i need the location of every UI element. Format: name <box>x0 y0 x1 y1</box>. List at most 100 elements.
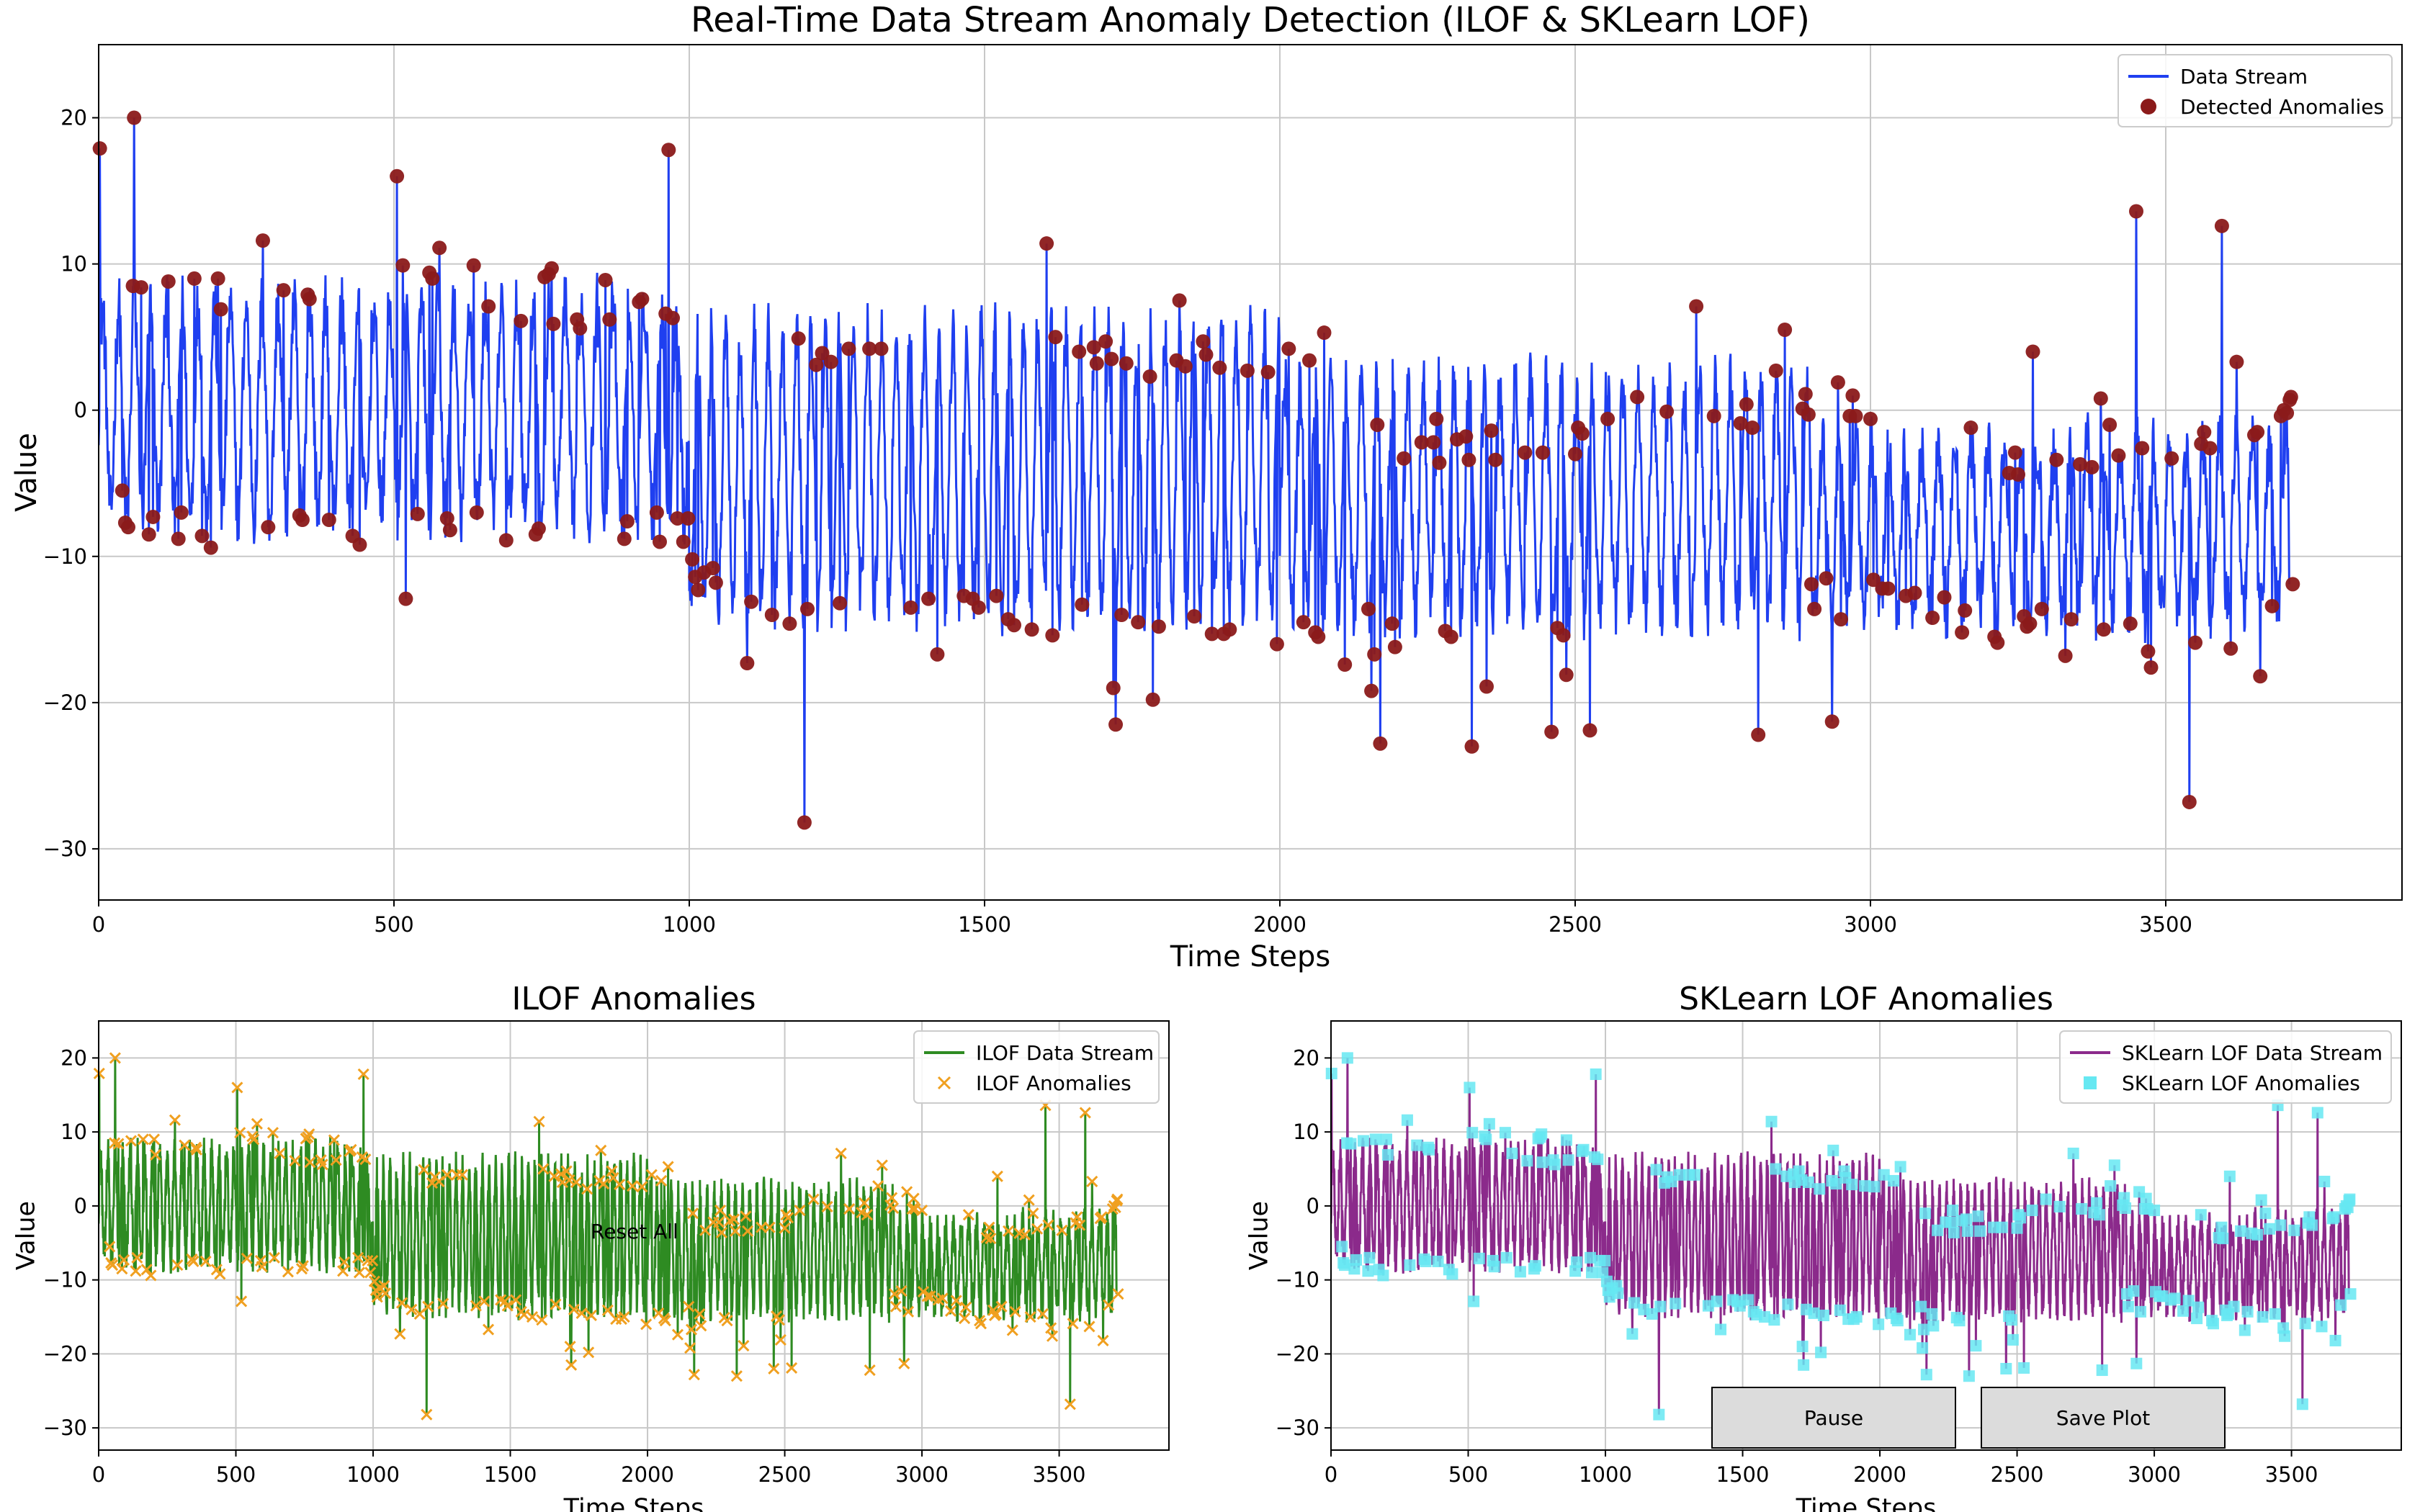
anomaly-point <box>2007 1333 2019 1346</box>
anomaly-point <box>2141 644 2156 659</box>
anomaly-point <box>394 1328 406 1340</box>
anomaly-point <box>774 1333 786 1346</box>
anomaly-point <box>1345 1138 1357 1150</box>
anomaly-point <box>670 510 685 526</box>
anomaly-point <box>1626 1328 1639 1340</box>
anomaly-point <box>255 233 270 248</box>
anomaly-point <box>1479 679 1494 694</box>
anomaly-point <box>695 1320 707 1332</box>
anomaly-point <box>2296 1398 2308 1410</box>
anomaly-point <box>763 1221 776 1233</box>
anomaly-point <box>565 1359 578 1371</box>
anomaly-point <box>715 1226 727 1238</box>
anomaly-point <box>1868 1181 1881 1193</box>
anomaly-point <box>1337 657 1353 672</box>
anomaly-point <box>112 1138 125 1150</box>
anomaly-point <box>2025 344 2040 359</box>
anomaly-point <box>1411 1139 1423 1151</box>
x-tick-label: 3500 <box>1033 1462 1086 1487</box>
anomaly-point <box>2018 1362 2030 1374</box>
anomaly-point <box>740 656 755 671</box>
anomaly-point <box>187 271 202 286</box>
legend-box <box>2118 54 2393 127</box>
anomaly-point <box>268 1251 280 1264</box>
anomaly-point <box>1733 415 1748 431</box>
anomaly-point <box>2058 648 2073 663</box>
anomaly-point <box>1972 1210 1984 1223</box>
anomaly-point <box>1654 1300 1667 1313</box>
anomaly-point <box>395 258 411 273</box>
pause-button[interactable]: Pause <box>1711 1387 1956 1449</box>
anomaly-point <box>1336 1241 1348 1253</box>
anomaly-point <box>653 534 667 549</box>
anomaly-point <box>1401 1114 1413 1126</box>
anomaly-point <box>1808 1307 1820 1319</box>
anomaly-point <box>570 1176 583 1189</box>
anomaly-point <box>2251 1228 2263 1241</box>
anomaly-point <box>815 346 830 361</box>
anomaly-point <box>2182 794 2197 809</box>
anomaly-point <box>862 341 877 356</box>
anomaly-point <box>1742 1294 1754 1306</box>
anomaly-point <box>1089 356 1104 371</box>
anomaly-point <box>302 1131 314 1143</box>
anomaly-point <box>1381 1148 1394 1161</box>
anomaly-point <box>145 509 161 524</box>
anomaly-point <box>1003 1225 1015 1237</box>
anomaly-point <box>1281 341 1296 356</box>
anomaly-point <box>2229 354 2244 369</box>
anomaly-point <box>169 1114 181 1126</box>
anomaly-point <box>1920 1369 1932 1381</box>
anomaly-point <box>514 313 529 328</box>
anomaly-point <box>691 582 706 598</box>
anomaly-point <box>352 1251 364 1264</box>
anomaly-point <box>1119 356 1134 371</box>
anomaly-point <box>694 1308 706 1320</box>
anomaly-point <box>1466 1127 1479 1139</box>
anomaly-point <box>1745 420 1760 436</box>
anomaly-point <box>1653 1408 1665 1421</box>
anomaly-point <box>2169 1292 2181 1305</box>
anomaly-point <box>179 1139 191 1151</box>
x-tick-label: 0 <box>92 912 105 937</box>
anomaly-point <box>1367 647 1382 662</box>
anomaly-point <box>2197 425 2212 440</box>
anomaly-point <box>797 815 812 830</box>
anomaly-point <box>1514 1266 1526 1278</box>
y-tick-label: −30 <box>43 1416 87 1440</box>
anomaly-point <box>121 520 135 535</box>
anomaly-point <box>1086 340 1101 355</box>
anomaly-point <box>1095 1211 1108 1223</box>
legend: Data Stream Detected Anomalies <box>2118 54 2393 127</box>
chart-title: SKLearn LOF Anomalies <box>1679 981 2053 1017</box>
anomaly-point <box>410 506 425 521</box>
reset-all-button[interactable]: Reset All <box>591 1220 678 1243</box>
anomaly-point <box>1830 375 1845 390</box>
anomaly-point <box>575 1307 588 1319</box>
anomaly-point <box>1711 1295 1723 1308</box>
anomaly-point <box>676 534 691 549</box>
anomaly-point <box>328 1134 340 1146</box>
y-tick-label: −30 <box>43 837 87 861</box>
anomaly-point <box>744 594 759 609</box>
anomaly-point <box>1009 1305 1021 1318</box>
anomaly-point <box>1953 1315 1966 1327</box>
legend-box <box>2059 1030 2392 1104</box>
save-plot-button[interactable]: Save Plot <box>1981 1387 2226 1449</box>
anomaly-point <box>773 1314 786 1326</box>
legend-box <box>913 1030 1160 1104</box>
anomaly-point <box>2049 452 2064 467</box>
anomaly-point <box>1103 1299 1115 1311</box>
anomaly-point <box>2238 1324 2251 1336</box>
anomaly-point <box>1562 1154 1574 1166</box>
anomaly-point <box>433 1175 445 1188</box>
anomaly-point <box>1222 622 1237 637</box>
anomaly-point <box>1559 667 1574 683</box>
anomaly-point <box>945 1305 957 1317</box>
anomaly-point <box>1974 1225 1986 1237</box>
y-tick-label: 10 <box>60 1120 87 1144</box>
anomaly-point <box>1947 1205 1959 1217</box>
anomaly-point <box>2015 1212 2027 1224</box>
anomaly-point <box>1370 418 1385 432</box>
anomaly-point <box>1362 1265 1374 1277</box>
